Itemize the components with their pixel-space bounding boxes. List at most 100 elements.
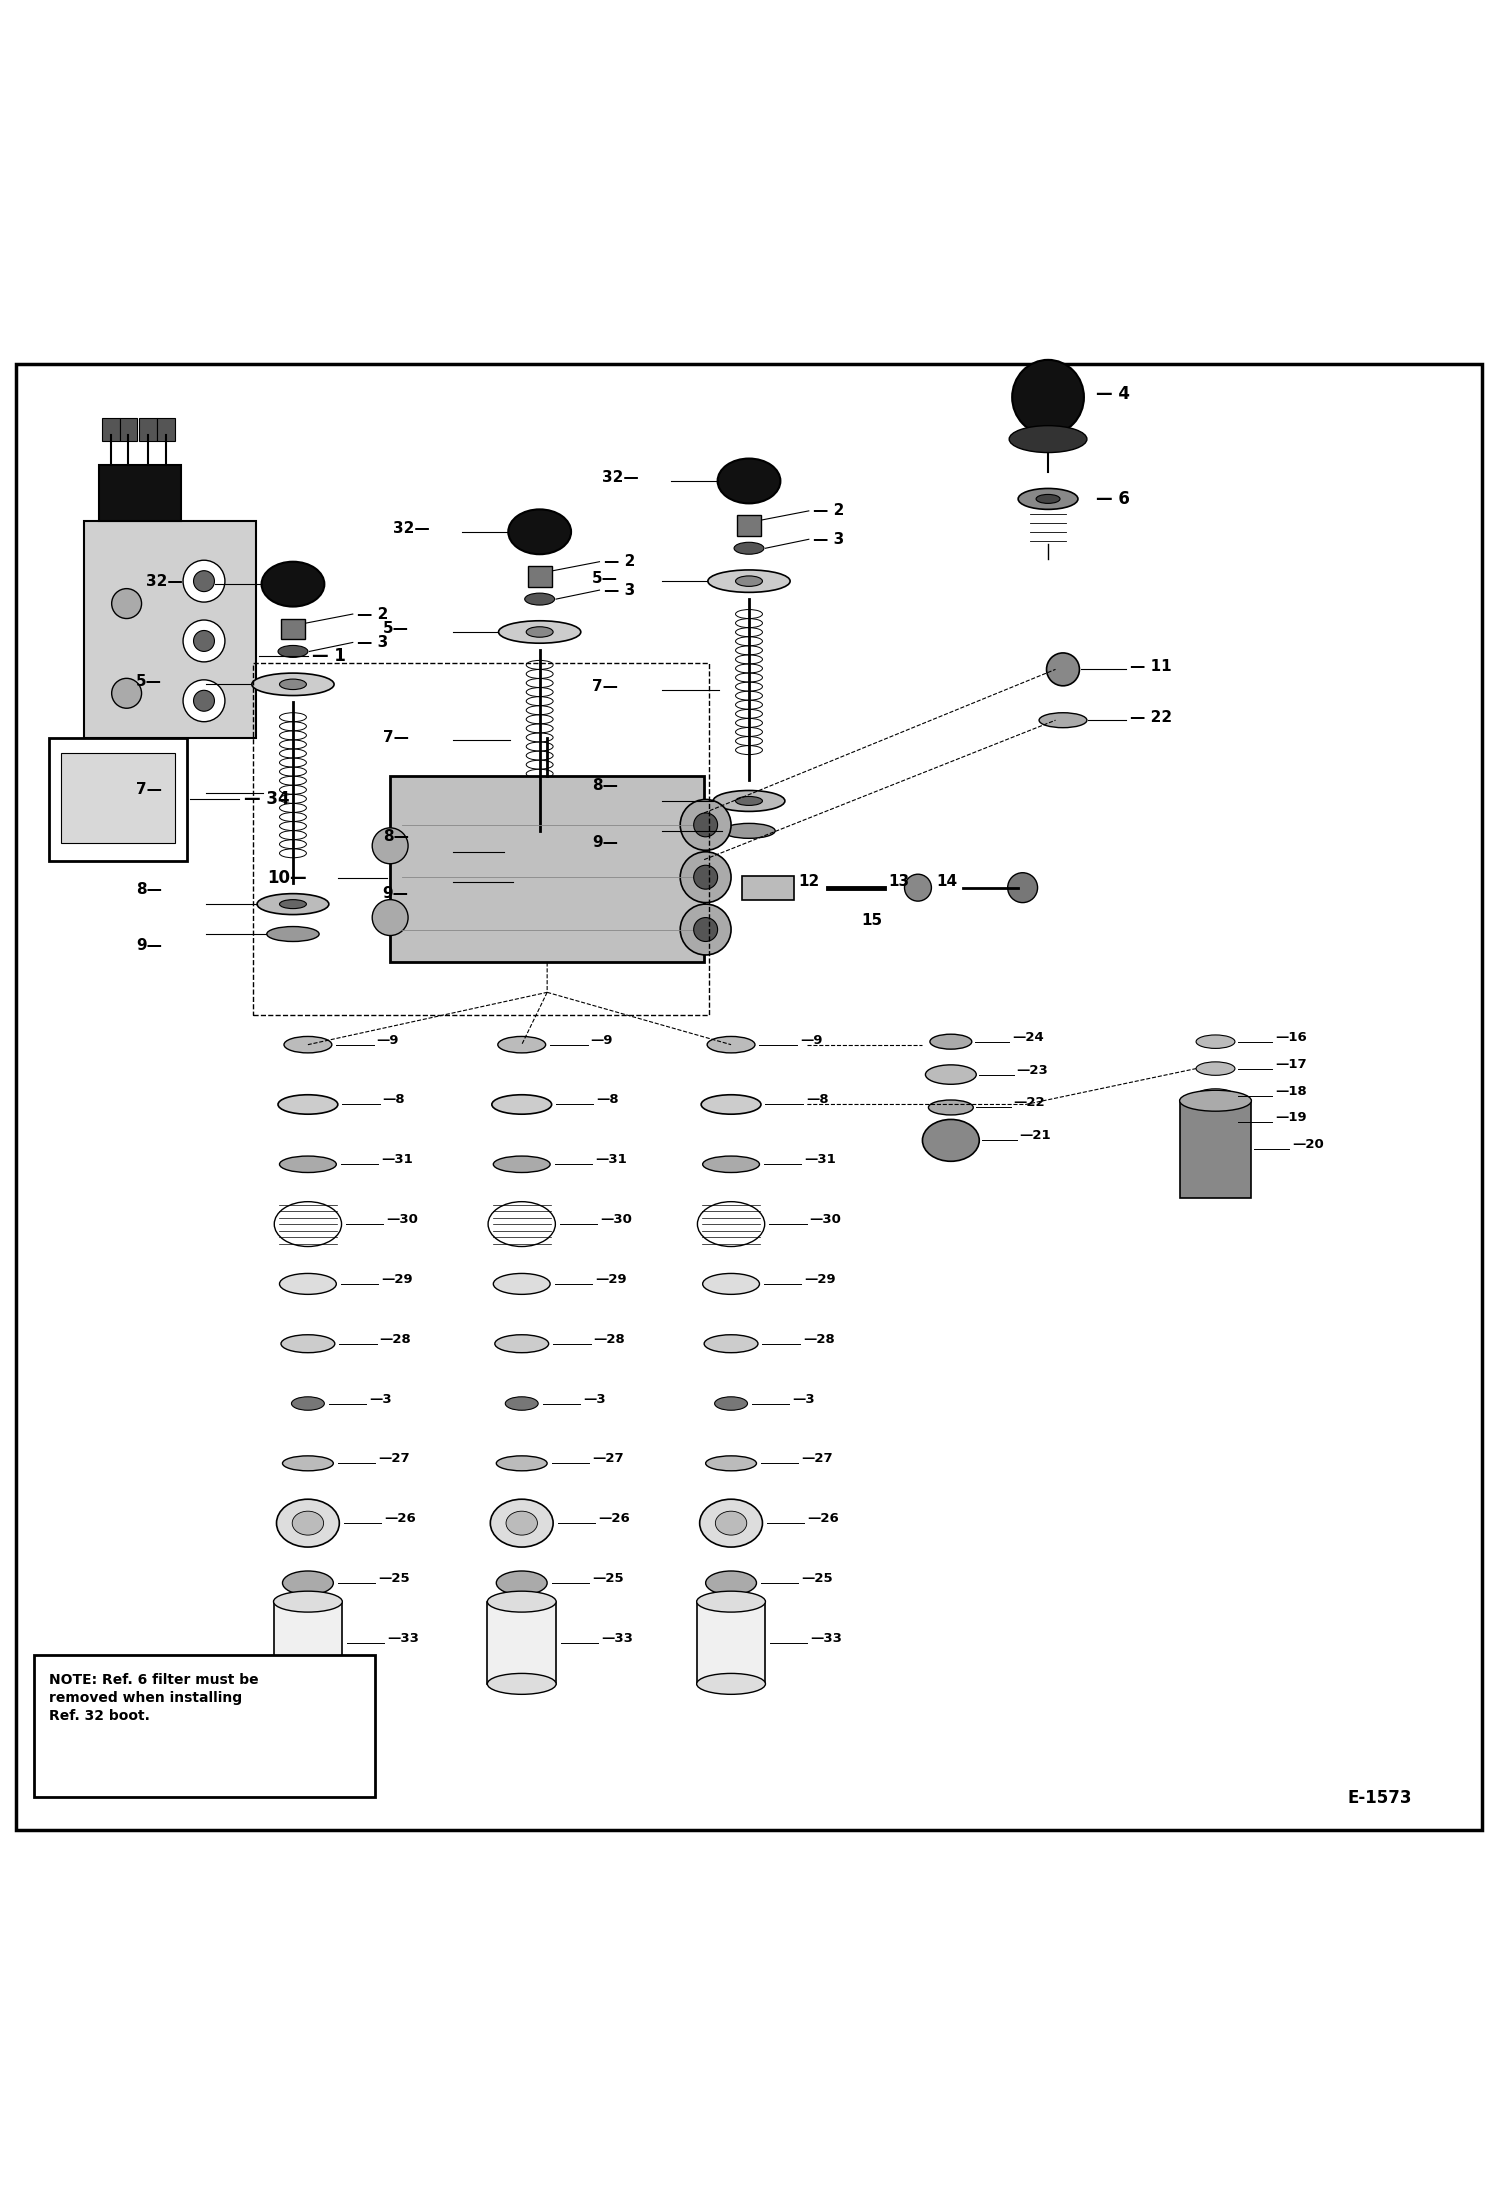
- Circle shape: [112, 588, 142, 619]
- Text: 8—: 8—: [136, 882, 162, 897]
- Circle shape: [372, 900, 407, 935]
- Ellipse shape: [267, 926, 319, 941]
- Text: —9: —9: [376, 1033, 398, 1047]
- Circle shape: [372, 827, 407, 864]
- Text: —19: —19: [1275, 1112, 1306, 1126]
- Ellipse shape: [1013, 360, 1085, 434]
- Bar: [120, 419, 138, 441]
- Ellipse shape: [709, 570, 789, 592]
- Text: —24: —24: [1013, 1031, 1044, 1044]
- Ellipse shape: [280, 680, 307, 689]
- Circle shape: [193, 570, 214, 592]
- Ellipse shape: [252, 674, 334, 695]
- Text: — 11: — 11: [1131, 658, 1171, 674]
- Ellipse shape: [274, 1591, 343, 1613]
- Text: —23: —23: [1017, 1064, 1049, 1077]
- Ellipse shape: [704, 1334, 758, 1354]
- Text: —33: —33: [601, 1632, 632, 1646]
- Ellipse shape: [1179, 1090, 1251, 1110]
- Text: —25: —25: [377, 1571, 410, 1584]
- Circle shape: [680, 851, 731, 902]
- Bar: [527, 566, 551, 588]
- Bar: [737, 516, 761, 535]
- Circle shape: [694, 917, 718, 941]
- Ellipse shape: [524, 592, 554, 606]
- Text: — 2: — 2: [604, 555, 635, 568]
- Text: 13: 13: [888, 873, 909, 889]
- Text: —29: —29: [804, 1273, 836, 1286]
- Ellipse shape: [926, 1064, 977, 1084]
- Text: —31: —31: [380, 1154, 413, 1167]
- Text: 10—: 10—: [268, 869, 307, 886]
- Text: —33: —33: [810, 1632, 842, 1646]
- Ellipse shape: [703, 1156, 759, 1172]
- Text: —28: —28: [379, 1332, 412, 1345]
- Bar: [99, 465, 181, 522]
- Text: — 2: — 2: [357, 606, 388, 621]
- Ellipse shape: [280, 1273, 337, 1294]
- Ellipse shape: [491, 1095, 551, 1115]
- Circle shape: [183, 559, 225, 601]
- Bar: [487, 1602, 556, 1683]
- Ellipse shape: [503, 840, 575, 862]
- Text: —3: —3: [583, 1393, 605, 1406]
- Text: 5—: 5—: [592, 570, 619, 586]
- Text: — 4: — 4: [1097, 386, 1129, 404]
- Text: 14: 14: [936, 873, 957, 889]
- Text: 7—: 7—: [136, 783, 162, 796]
- Text: —8: —8: [596, 1093, 619, 1106]
- Text: 7—: 7—: [592, 680, 619, 693]
- Text: —30: —30: [809, 1213, 842, 1226]
- Ellipse shape: [706, 1571, 756, 1595]
- Ellipse shape: [505, 1398, 538, 1411]
- Ellipse shape: [258, 893, 330, 915]
- Ellipse shape: [493, 1156, 550, 1172]
- Text: —20: —20: [1291, 1139, 1324, 1152]
- Ellipse shape: [280, 900, 307, 908]
- Ellipse shape: [701, 1095, 761, 1115]
- Circle shape: [905, 873, 932, 902]
- Text: 8—: 8—: [592, 779, 619, 794]
- Bar: [1179, 1101, 1251, 1198]
- Text: —18: —18: [1275, 1084, 1308, 1097]
- Text: 8—: 8—: [382, 829, 409, 845]
- Ellipse shape: [718, 459, 780, 502]
- Circle shape: [183, 680, 225, 722]
- Bar: [139, 419, 157, 441]
- Circle shape: [193, 691, 214, 711]
- Bar: [697, 1602, 765, 1683]
- Bar: [282, 619, 306, 638]
- Text: — 34: — 34: [244, 790, 289, 807]
- Bar: [157, 419, 175, 441]
- Ellipse shape: [734, 542, 764, 555]
- Ellipse shape: [494, 1334, 548, 1354]
- Ellipse shape: [283, 1571, 334, 1595]
- Ellipse shape: [716, 1512, 748, 1536]
- Ellipse shape: [706, 1457, 756, 1470]
- Circle shape: [694, 864, 718, 889]
- Text: —22: —22: [1014, 1097, 1046, 1110]
- Ellipse shape: [1037, 494, 1061, 502]
- Text: 5—: 5—: [382, 621, 409, 636]
- Text: 32—: 32—: [602, 470, 640, 485]
- Ellipse shape: [1195, 1062, 1234, 1075]
- Text: —31: —31: [595, 1154, 626, 1167]
- Circle shape: [193, 630, 214, 652]
- Text: 12: 12: [798, 873, 819, 889]
- Ellipse shape: [496, 1457, 547, 1470]
- Ellipse shape: [1019, 489, 1079, 509]
- Text: —31: —31: [804, 1154, 836, 1167]
- Ellipse shape: [715, 1398, 748, 1411]
- Ellipse shape: [1195, 1117, 1234, 1130]
- Text: —3: —3: [369, 1393, 392, 1406]
- Text: 32—: 32—: [392, 522, 430, 535]
- Text: —26: —26: [598, 1512, 629, 1525]
- Text: E-1573: E-1573: [1347, 1790, 1411, 1808]
- Ellipse shape: [514, 873, 566, 889]
- Text: —30: —30: [386, 1213, 418, 1226]
- Text: —17: —17: [1275, 1058, 1306, 1071]
- Text: — 6: — 6: [1097, 489, 1129, 509]
- Text: —26: —26: [807, 1512, 839, 1525]
- Text: — 3: — 3: [357, 634, 388, 649]
- Ellipse shape: [526, 847, 553, 856]
